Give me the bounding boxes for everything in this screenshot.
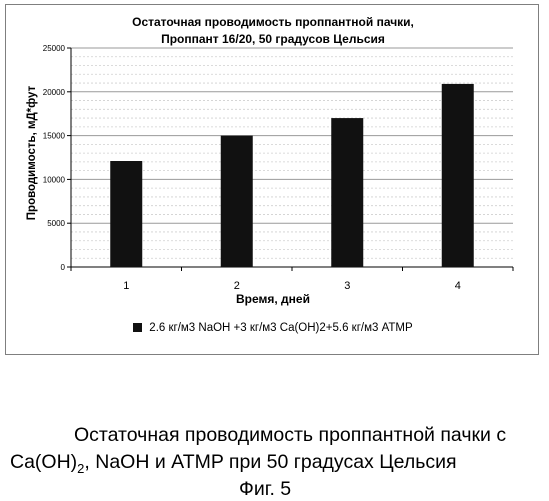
y-tick-label: 25000: [43, 44, 66, 53]
x-tick-label: 4: [455, 280, 461, 292]
bar-3: [331, 118, 363, 267]
figure-caption-line-1: Остаточная проводимость проппантной пачк…: [74, 424, 506, 447]
y-tick-label: 10000: [43, 175, 66, 184]
x-tick-label: 3: [344, 280, 350, 292]
caption-formula: Ca(OH): [10, 451, 77, 473]
legend-swatch: [133, 323, 142, 332]
y-tick-label: 5000: [47, 219, 65, 228]
x-axis-label: Время, дней: [6, 292, 540, 306]
bar-1: [110, 161, 142, 267]
bar-4: [442, 84, 474, 267]
legend-label: 2.6 кг/м3 NaOH +3 кг/м3 Ca(OH)2+5.6 кг/м…: [149, 322, 412, 334]
y-tick-label: 0: [61, 263, 66, 272]
figure-number: Фиг. 5: [239, 478, 291, 501]
caption-formula-rest: , NaOH и ATMP при 50 градусах Цельсия: [84, 451, 456, 473]
bar-2: [221, 136, 253, 267]
y-axis-label: Проводимость, мД*фут: [26, 86, 38, 220]
x-tick-label: 2: [234, 280, 240, 292]
chart-container: Остаточная проводимость проппантной пачк…: [5, 4, 539, 355]
y-tick-label: 20000: [43, 88, 66, 97]
y-tick-label: 15000: [43, 132, 66, 141]
figure-caption-line-2: Ca(OH)2, NaOH и ATMP при 50 градусах Цел…: [10, 451, 457, 476]
x-tick-label: 1: [123, 280, 129, 292]
legend: 2.6 кг/м3 NaOH +3 кг/м3 Ca(OH)2+5.6 кг/м…: [6, 322, 540, 334]
